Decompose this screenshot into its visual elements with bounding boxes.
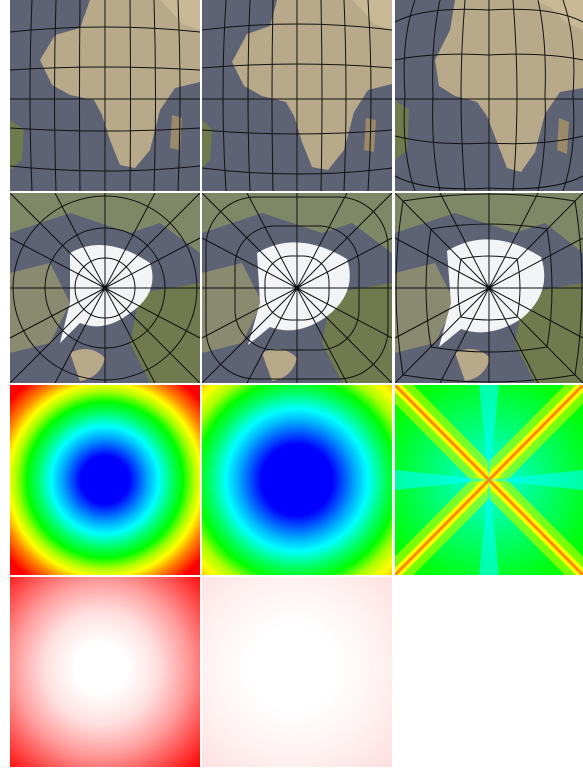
africa-map-a bbox=[10, 0, 200, 191]
heatmap-b bbox=[202, 385, 392, 575]
red-heatmap-a bbox=[10, 577, 200, 767]
polar-map-a bbox=[10, 193, 200, 383]
red-heatmap-b bbox=[202, 577, 392, 767]
heatmap-a bbox=[10, 385, 200, 575]
polar-map-b bbox=[202, 193, 392, 383]
polar-map-c bbox=[395, 193, 583, 383]
heatmap-c bbox=[395, 385, 583, 575]
africa-map-b bbox=[202, 0, 392, 191]
africa-map-c bbox=[395, 0, 583, 191]
